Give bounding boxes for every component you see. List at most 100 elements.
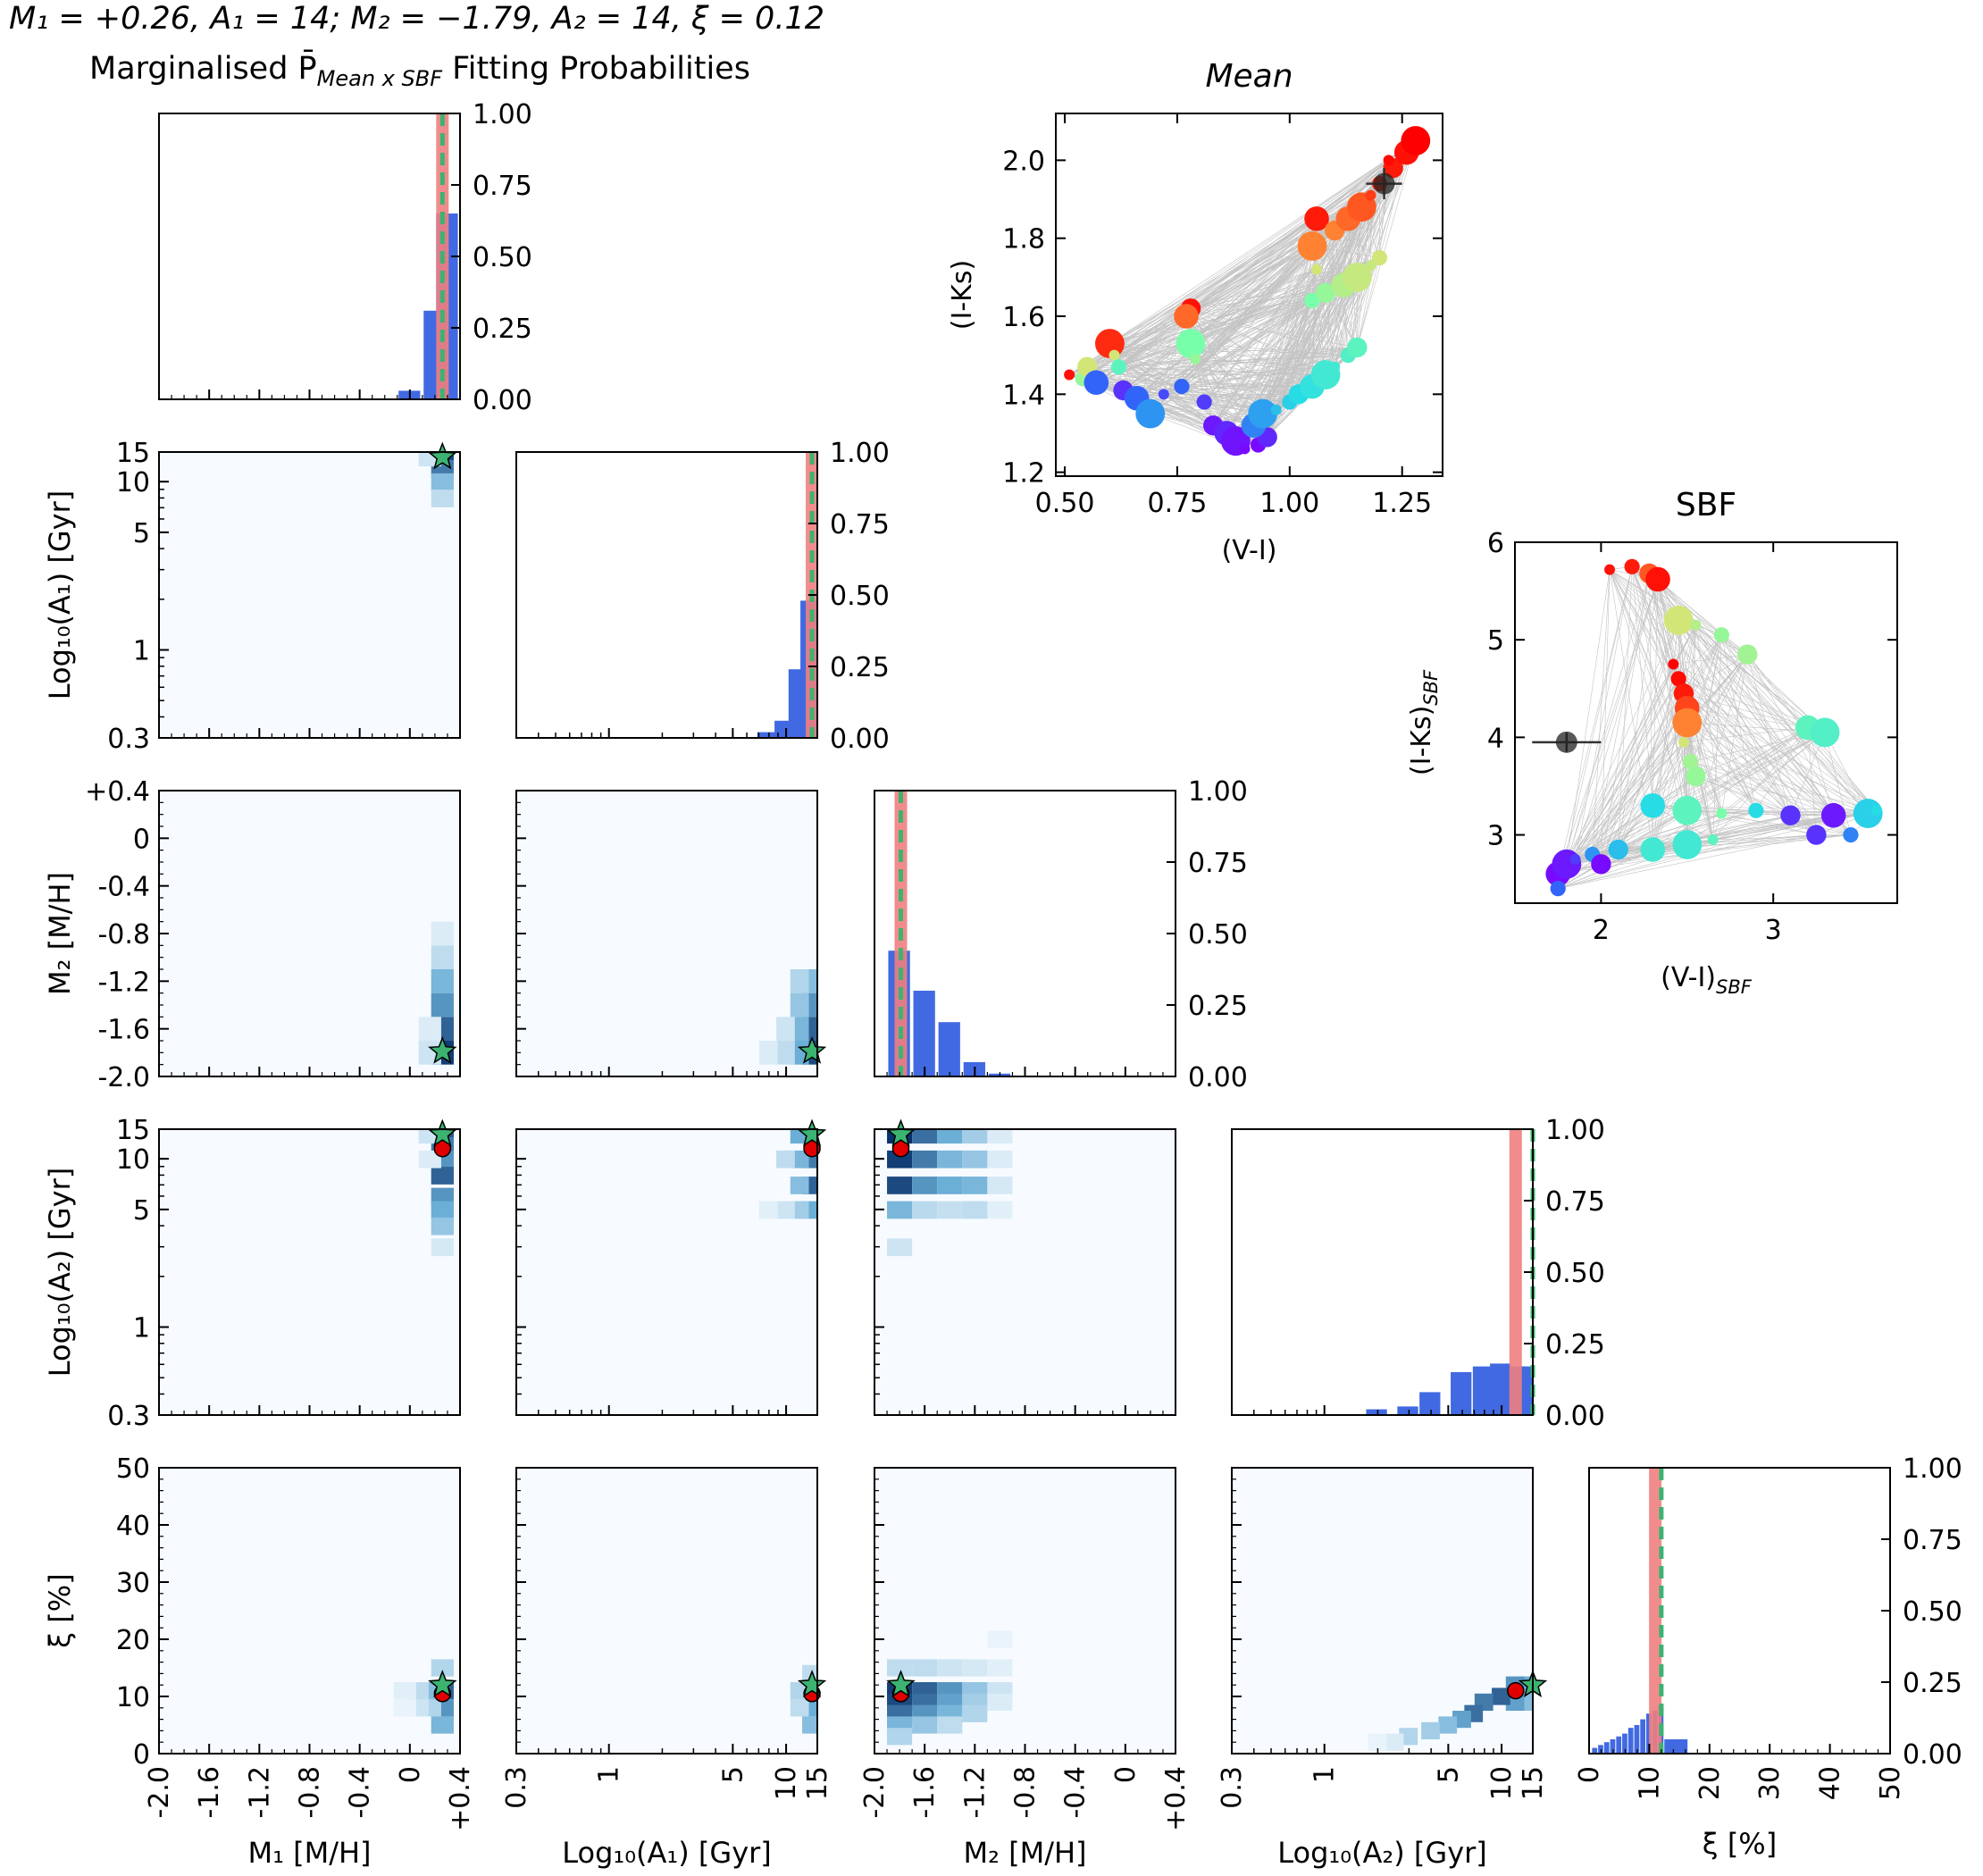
x-tick-label: 20	[1694, 1766, 1726, 1800]
model-line	[1276, 206, 1362, 410]
model-line	[1114, 152, 1407, 356]
model-line	[1213, 284, 1344, 426]
model-line	[1601, 727, 1808, 865]
model-line	[1592, 664, 1674, 855]
model-line	[1163, 218, 1318, 395]
model-point	[1135, 398, 1166, 429]
model-line	[1686, 834, 1817, 845]
model-line	[1721, 634, 1757, 811]
x-tick-label: 50	[1875, 1766, 1906, 1800]
model-point	[1716, 808, 1728, 819]
model-line	[1298, 300, 1313, 395]
model-point	[1737, 644, 1758, 665]
model-point	[1401, 126, 1431, 155]
model-point	[1365, 260, 1376, 272]
x-tick-label: -0.4	[345, 1766, 376, 1819]
model-point	[1248, 398, 1278, 429]
model-line	[1253, 206, 1362, 426]
model-line	[1721, 732, 1826, 814]
model-line	[1592, 805, 1653, 855]
model-line	[1712, 634, 1722, 841]
heatmap-panel-heat_m2_m1: -2.0 -1.6 -1.2 -0.8 -0.4 0 +0.4 M₂ [M/H]	[43, 776, 461, 1093]
model-line	[1790, 732, 1826, 816]
model-line	[1609, 569, 1679, 680]
model-line	[1673, 664, 1878, 811]
x-axis-label: (V-I)SBF	[1661, 962, 1753, 998]
model-line	[1109, 140, 1416, 344]
x-axis-label-main: (V-I)	[1661, 962, 1716, 993]
heatmap-cell	[962, 1659, 988, 1677]
model-line	[1163, 358, 1196, 395]
model-line	[1566, 664, 1674, 865]
model-line	[1690, 654, 1748, 762]
x-tick-label: 0	[395, 1766, 426, 1783]
model-line	[1325, 230, 1335, 293]
model-point	[1672, 830, 1703, 859]
model-line	[1601, 620, 1679, 865]
header-parameters-line: M₁ = +0.26, A₁ = 14; M₂ = −1.79, A₂ = 14…	[9, 1, 824, 37]
model-line	[1087, 167, 1393, 368]
y-tick-label: 0.75	[1545, 1186, 1605, 1218]
histogram-panel-hist_m2: 0.00 0.25 0.50 0.75 1.00	[874, 776, 1248, 1093]
model-point	[1304, 292, 1320, 309]
model-point	[1064, 369, 1075, 381]
x-axis-label: M₁ [M/H]	[247, 1836, 371, 1870]
heatmap-cell	[776, 1150, 795, 1168]
model-line	[1631, 566, 1791, 816]
model-line	[1087, 366, 1254, 426]
model-line	[1298, 246, 1313, 395]
histogram-bar	[1634, 1725, 1640, 1754]
y-axis-label-subscript: SBF	[1420, 669, 1442, 706]
panel-frame	[1514, 541, 1898, 904]
heatmap-cell	[887, 1177, 913, 1194]
model-line	[1195, 358, 1313, 387]
y-axis-label: ξ [%]	[43, 1573, 77, 1647]
model-line	[1678, 620, 1878, 811]
model-line	[1096, 366, 1335, 383]
heatmap-cell	[758, 1041, 778, 1065]
heatmap-cell	[987, 1201, 1013, 1219]
model-line	[1096, 347, 1358, 383]
heatmap-cell	[431, 1716, 454, 1734]
model-line	[1686, 722, 1757, 811]
model-line	[1190, 308, 1326, 375]
histogram-panel-hist_m1: 0.00 0.25 0.50 0.75 1.00	[158, 99, 532, 416]
heatmap-panel-heat_m2_a1	[515, 790, 827, 1077]
true-value-dot	[1507, 1681, 1525, 1700]
model-line	[1118, 366, 1276, 411]
model-line	[1566, 761, 1691, 865]
model-point	[1297, 231, 1327, 261]
heatmap-cell	[758, 1201, 778, 1219]
model-line	[1609, 569, 1826, 733]
heatmap-cell	[937, 1659, 963, 1677]
model-line	[1190, 218, 1318, 344]
x-tick-label: 0.3	[1217, 1766, 1248, 1809]
heatmap-cell	[431, 945, 454, 969]
model-line	[1325, 292, 1358, 348]
x-tick-label: 0	[1110, 1766, 1142, 1783]
x-tick-label: 1	[1309, 1766, 1341, 1783]
heatmap-cell	[431, 1238, 454, 1257]
model-line	[1652, 732, 1826, 807]
model-point	[1158, 389, 1169, 400]
model-point	[1371, 249, 1388, 266]
model-line	[1601, 693, 1685, 865]
model-line	[1631, 566, 1674, 665]
model-line	[1631, 566, 1653, 806]
model-line	[1114, 355, 1290, 403]
model-point	[1820, 802, 1846, 828]
model-line	[1109, 343, 1299, 395]
model-point	[1304, 206, 1329, 231]
heatmap-cell	[962, 1150, 988, 1168]
histogram-bar	[938, 1022, 960, 1076]
model-line	[1721, 813, 1817, 835]
panel-frame	[515, 1128, 818, 1416]
histogram-bar	[1627, 1728, 1634, 1754]
model-line	[1194, 246, 1313, 360]
model-line	[1163, 394, 1254, 426]
model-line	[1575, 708, 1688, 860]
model-line	[1083, 230, 1335, 380]
model-line	[1325, 292, 1335, 367]
y-tick-label: 6	[1487, 528, 1504, 559]
